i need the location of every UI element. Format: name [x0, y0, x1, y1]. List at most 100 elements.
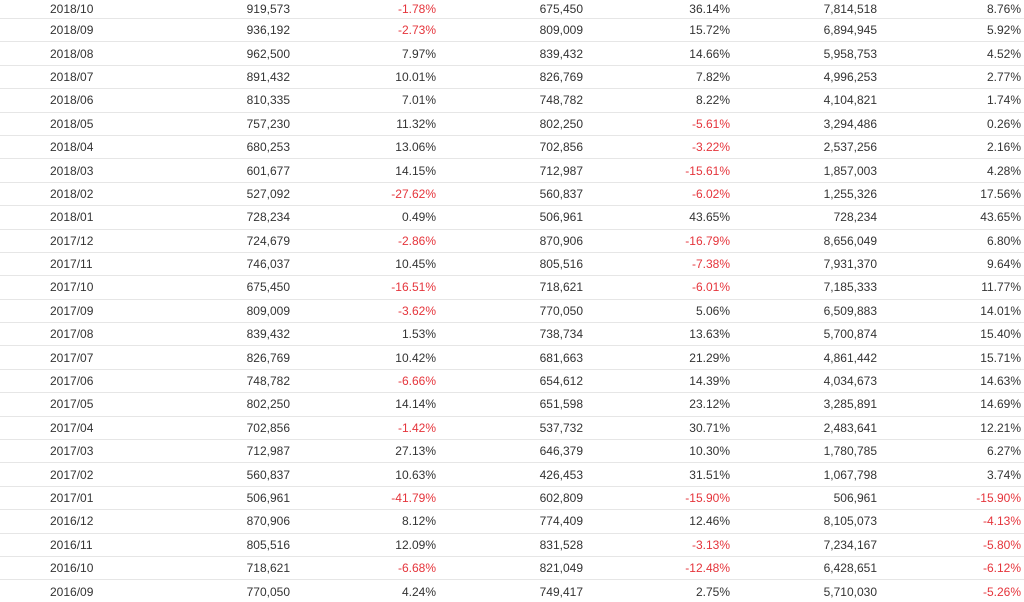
change-3-cell: 15.40% — [980, 327, 1021, 342]
table-row: 2018/08 962,500 7.97% 839,432 14.66% 5,958,75… — [0, 42, 1024, 66]
table-row: 2017/06 748,782 -6.66% 654,612 14.39% 4,034,6… — [0, 370, 1024, 394]
change-2-cell: -15.61% — [685, 163, 730, 178]
change-3-cell: -6.12% — [982, 561, 1021, 576]
change-1-cell: 7.01% — [401, 93, 436, 108]
table-row: 2017/07 826,769 10.42% 681,663 21.29% 4,861,4… — [0, 346, 1024, 370]
change-1-cell: 7.97% — [401, 46, 436, 61]
table-row: 2018/02 527,092 -27.62% 560,837 -6.02% 1,255,… — [0, 183, 1024, 207]
change-2-cell: -7.38% — [691, 257, 730, 272]
value-1-cell: 839,432 — [246, 327, 290, 342]
value-2-cell: 675,450 — [539, 2, 583, 16]
table-row: 2016/10 718,621 -6.68% 821,049 -12.48% 6,428,… — [0, 557, 1024, 581]
month-cell: 2017/04 — [50, 420, 94, 435]
month-cell: 2017/02 — [50, 467, 94, 482]
month-cell: 2018/07 — [50, 69, 94, 84]
change-1-cell: -6.68% — [397, 561, 436, 576]
change-3-cell: 1.74% — [986, 93, 1021, 108]
month-cell: 2018/03 — [50, 163, 94, 178]
change-2-cell: 7.82% — [695, 69, 730, 84]
value-2-cell: 560,837 — [539, 186, 583, 201]
value-1-cell: 601,677 — [246, 163, 290, 178]
change-3-cell: 17.56% — [980, 186, 1021, 201]
change-3-cell: 5.92% — [986, 23, 1021, 38]
value-1-cell: 809,009 — [246, 303, 290, 318]
value-3-cell: 7,931,370 — [823, 257, 877, 272]
change-1-cell: -27.62% — [391, 186, 436, 201]
change-2-cell: 31.51% — [689, 467, 730, 482]
change-2-cell: 36.14% — [689, 2, 730, 16]
value-2-cell: 537,732 — [539, 420, 583, 435]
change-1-cell: 10.42% — [395, 350, 436, 365]
value-1-cell: 506,961 — [246, 491, 290, 505]
change-1-cell: -2.86% — [397, 233, 436, 248]
table-row: 2018/01 728,234 0.49% 506,961 43.65% 728,234 4… — [0, 206, 1024, 230]
value-3-cell: 6,894,945 — [823, 23, 877, 38]
table-row: 2017/02 560,837 10.63% 426,453 31.51% 1,067,7… — [0, 463, 1024, 487]
value-1-cell: 680,253 — [246, 140, 290, 155]
value-3-cell: 6,428,651 — [823, 561, 877, 576]
change-3-cell: 0.26% — [986, 116, 1021, 131]
table-row: 2017/01 506,961 -41.79% 602,809 -15.90% 506,9… — [0, 487, 1024, 511]
table-row: 2017/11 746,037 10.45% 805,516 -7.38% 7,931,3… — [0, 253, 1024, 277]
change-1-cell: 10.63% — [395, 467, 436, 482]
change-2-cell: -6.02% — [691, 186, 730, 201]
table-row: 2018/04 680,253 13.06% 702,856 -3.22% 2,537,2… — [0, 136, 1024, 160]
table-row: 2016/12 870,906 8.12% 774,409 12.46% 8,105,07… — [0, 510, 1024, 534]
value-3-cell: 728,234 — [833, 210, 877, 225]
change-1-cell: 10.01% — [395, 69, 436, 84]
value-3-cell: 8,656,049 — [823, 233, 877, 248]
change-1-cell: 13.06% — [395, 140, 436, 155]
value-2-cell: 770,050 — [539, 303, 583, 318]
table-row: 2017/05 802,250 14.14% 651,598 23.12% 3,285,8… — [0, 393, 1024, 417]
value-3-cell: 1,067,798 — [823, 467, 877, 482]
table-row: 2017/12 724,679 -2.86% 870,906 -16.79% 8,656,… — [0, 230, 1024, 253]
value-3-cell: 4,861,442 — [823, 350, 877, 365]
table-row: 2017/09 809,009 -3.62% 770,050 5.06% 6,509,88… — [0, 300, 1024, 324]
change-2-cell: -16.79% — [685, 233, 730, 248]
value-2-cell: 426,453 — [539, 467, 583, 482]
month-cell: 2017/01 — [50, 491, 94, 505]
value-1-cell: 891,432 — [246, 69, 290, 84]
table-row: 2017/04 702,856 -1.42% 537,732 30.71% 2,483,6… — [0, 417, 1024, 441]
change-2-cell: 5.06% — [695, 303, 730, 318]
month-cell: 2017/10 — [50, 280, 94, 295]
month-cell: 2017/08 — [50, 327, 94, 342]
value-3-cell: 5,958,753 — [823, 46, 877, 61]
month-cell: 2017/05 — [50, 397, 94, 412]
value-2-cell: 702,856 — [539, 140, 583, 155]
change-3-cell: 15.71% — [980, 350, 1021, 365]
change-1-cell: -6.66% — [397, 374, 436, 389]
value-1-cell: 810,335 — [246, 93, 290, 108]
value-1-cell: 748,782 — [246, 374, 290, 389]
value-3-cell: 3,285,891 — [823, 397, 877, 412]
change-2-cell: 30.71% — [689, 420, 730, 435]
value-1-cell: 746,037 — [246, 257, 290, 272]
value-3-cell: 8,105,073 — [823, 514, 877, 529]
change-2-cell: 14.66% — [689, 46, 730, 61]
change-1-cell: 14.14% — [395, 397, 436, 412]
value-3-cell: 506,961 — [833, 491, 877, 505]
value-1-cell: 702,856 — [246, 420, 290, 435]
month-cell: 2017/09 — [50, 303, 94, 318]
value-2-cell: 646,379 — [539, 444, 583, 459]
change-3-cell: 11.77% — [981, 280, 1021, 295]
value-3-cell: 1,780,785 — [823, 444, 877, 459]
change-2-cell: 12.46% — [689, 514, 730, 529]
value-1-cell: 802,250 — [246, 397, 290, 412]
change-2-cell: -15.90% — [685, 491, 730, 505]
value-2-cell: 748,782 — [539, 93, 583, 108]
change-2-cell: 43.65% — [689, 210, 730, 225]
change-1-cell: -16.51% — [391, 280, 436, 295]
value-3-cell: 2,483,641 — [823, 420, 877, 435]
value-2-cell: 718,621 — [539, 280, 583, 295]
change-2-cell: 8.22% — [695, 93, 730, 108]
month-cell: 2017/03 — [50, 444, 94, 459]
change-1-cell: 0.49% — [401, 210, 436, 225]
change-1-cell: 11.32% — [396, 116, 436, 131]
table-row: 2018/07 891,432 10.01% 826,769 7.82% 4,996,25… — [0, 66, 1024, 90]
value-1-cell: 870,906 — [246, 514, 290, 529]
month-cell: 2018/06 — [50, 93, 94, 108]
value-2-cell: 826,769 — [539, 69, 583, 84]
value-3-cell: 2,537,256 — [823, 140, 877, 155]
change-1-cell: 4.24% — [401, 584, 436, 599]
